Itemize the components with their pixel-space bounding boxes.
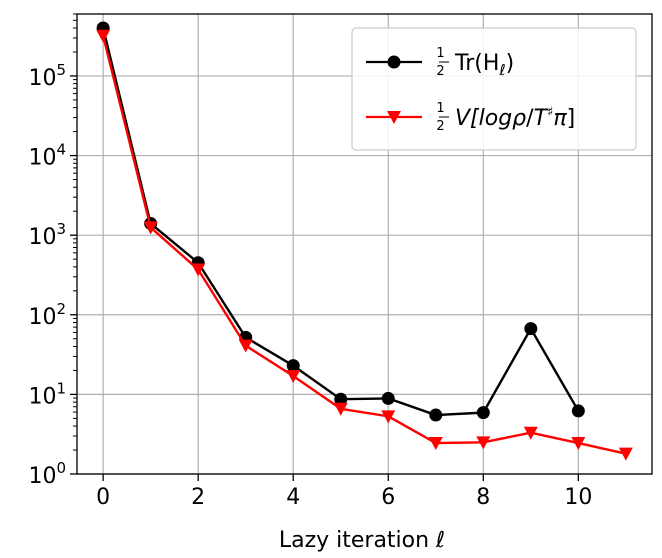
data-point-series-1: [524, 322, 538, 336]
legend-sub-1: ℓ: [498, 61, 505, 79]
data-point-series-2: [428, 437, 443, 451]
data-point-series-1: [429, 408, 443, 422]
y-tick-label-exp: 0: [56, 459, 66, 477]
y-tick-label: 103: [28, 220, 66, 250]
data-point-series-1: [286, 359, 300, 373]
x-tick-label: 0: [96, 485, 110, 510]
data-point-series-2: [571, 437, 586, 451]
y-tick-label-exp: 5: [56, 61, 66, 79]
legend-label-series-1: 1 2 Tr(Hℓ): [436, 38, 514, 81]
y-tick-label-base: 10: [28, 146, 56, 171]
legend-frac-den-2: 2: [436, 119, 444, 134]
y-tick-label-base: 10: [28, 66, 56, 91]
data-point-series-2: [286, 370, 301, 384]
x-tick-label: 8: [476, 485, 490, 510]
legend-marker-series-1: [387, 55, 401, 69]
y-tick-label: 102: [28, 300, 66, 330]
y-tick-label: 101: [28, 379, 66, 409]
y-tick-label-exp: 4: [56, 141, 66, 159]
series: [96, 21, 633, 461]
legend-rho-2: ρ: [512, 106, 526, 131]
y-tick-label: 105: [28, 61, 66, 91]
data-point-series-1: [571, 404, 585, 418]
y-tick-label-exp: 2: [56, 300, 66, 318]
series-line-2: [101, 35, 627, 455]
data-point-series-1: [476, 406, 490, 420]
y-tick-label-base: 10: [28, 384, 56, 409]
data-point-series-2: [618, 447, 633, 461]
legend-frac-num-2: 1: [436, 101, 444, 116]
data-point-series-1: [381, 391, 395, 405]
y-tick-label-base: 10: [28, 305, 56, 330]
legend-slash-2: /: [526, 106, 534, 131]
legend-text-2: V[log: [455, 106, 512, 131]
legend-close-1: ): [506, 51, 515, 76]
data-point-series-2: [523, 426, 538, 440]
data-point-series-2: [476, 436, 491, 450]
legend-frac-num-1: 1: [436, 46, 444, 61]
y-tick-label-base: 10: [28, 225, 56, 250]
legend-label-series-2: 1 2 V[logρ/T♯π]: [436, 93, 575, 136]
legend-frac-den-1: 2: [436, 64, 444, 79]
data-point-series-2: [381, 410, 396, 424]
x-tick-label: 2: [191, 485, 205, 510]
y-tick-label-exp: 1: [56, 379, 66, 397]
x-axis-label: Lazy iteration ℓ: [279, 528, 445, 553]
legend-marker-series-2: [387, 111, 401, 124]
legend-T-2: T: [534, 106, 549, 131]
y-tick-label: 100: [28, 459, 66, 489]
legend-sharp-2: ♯: [547, 105, 553, 120]
data-point-series-2: [191, 263, 206, 277]
x-tick-label: 4: [286, 485, 300, 510]
data-point-series-1: [334, 392, 348, 406]
plot-frame: [76, 13, 653, 475]
legend-text-1: Tr(H: [454, 51, 499, 76]
data-point-series-2: [238, 339, 253, 353]
data-point-series-2: [143, 221, 158, 235]
legend-box: [351, 27, 637, 151]
data-point-series-2: [96, 29, 111, 43]
legend-close-2: ]: [567, 106, 576, 131]
y-tick-label-base: 10: [28, 464, 56, 489]
y-tick-label: 104: [28, 141, 66, 171]
x-tick-label: 10: [564, 485, 592, 510]
legend-pi-2: π: [553, 106, 567, 131]
data-point-series-2: [333, 402, 348, 416]
x-tick-label: 6: [381, 485, 395, 510]
legend: 1 2 Tr(Hℓ) 1 2 V[logρ/T♯π]: [351, 27, 637, 151]
y-tick-label-exp: 3: [56, 220, 66, 238]
